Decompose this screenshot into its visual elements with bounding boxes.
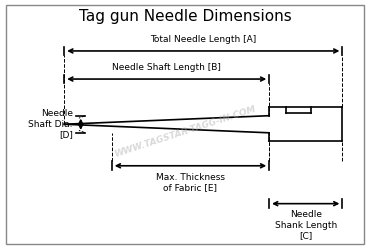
- Text: Needle
Shaft Dia.
[D]: Needle Shaft Dia. [D]: [28, 109, 73, 139]
- Text: WWW.TAGSTAR-TAGG-IN.COM: WWW.TAGSTAR-TAGG-IN.COM: [113, 104, 257, 159]
- Text: Tag gun Needle Dimensions: Tag gun Needle Dimensions: [79, 10, 292, 24]
- Text: Max. Thickness
of Fabric [E]: Max. Thickness of Fabric [E]: [156, 173, 225, 192]
- Text: Needle Shaft Length [B]: Needle Shaft Length [B]: [112, 63, 221, 72]
- Text: Needle
Shank Length
[C]: Needle Shank Length [C]: [275, 210, 337, 240]
- Text: Total Needle Length [A]: Total Needle Length [A]: [150, 35, 256, 44]
